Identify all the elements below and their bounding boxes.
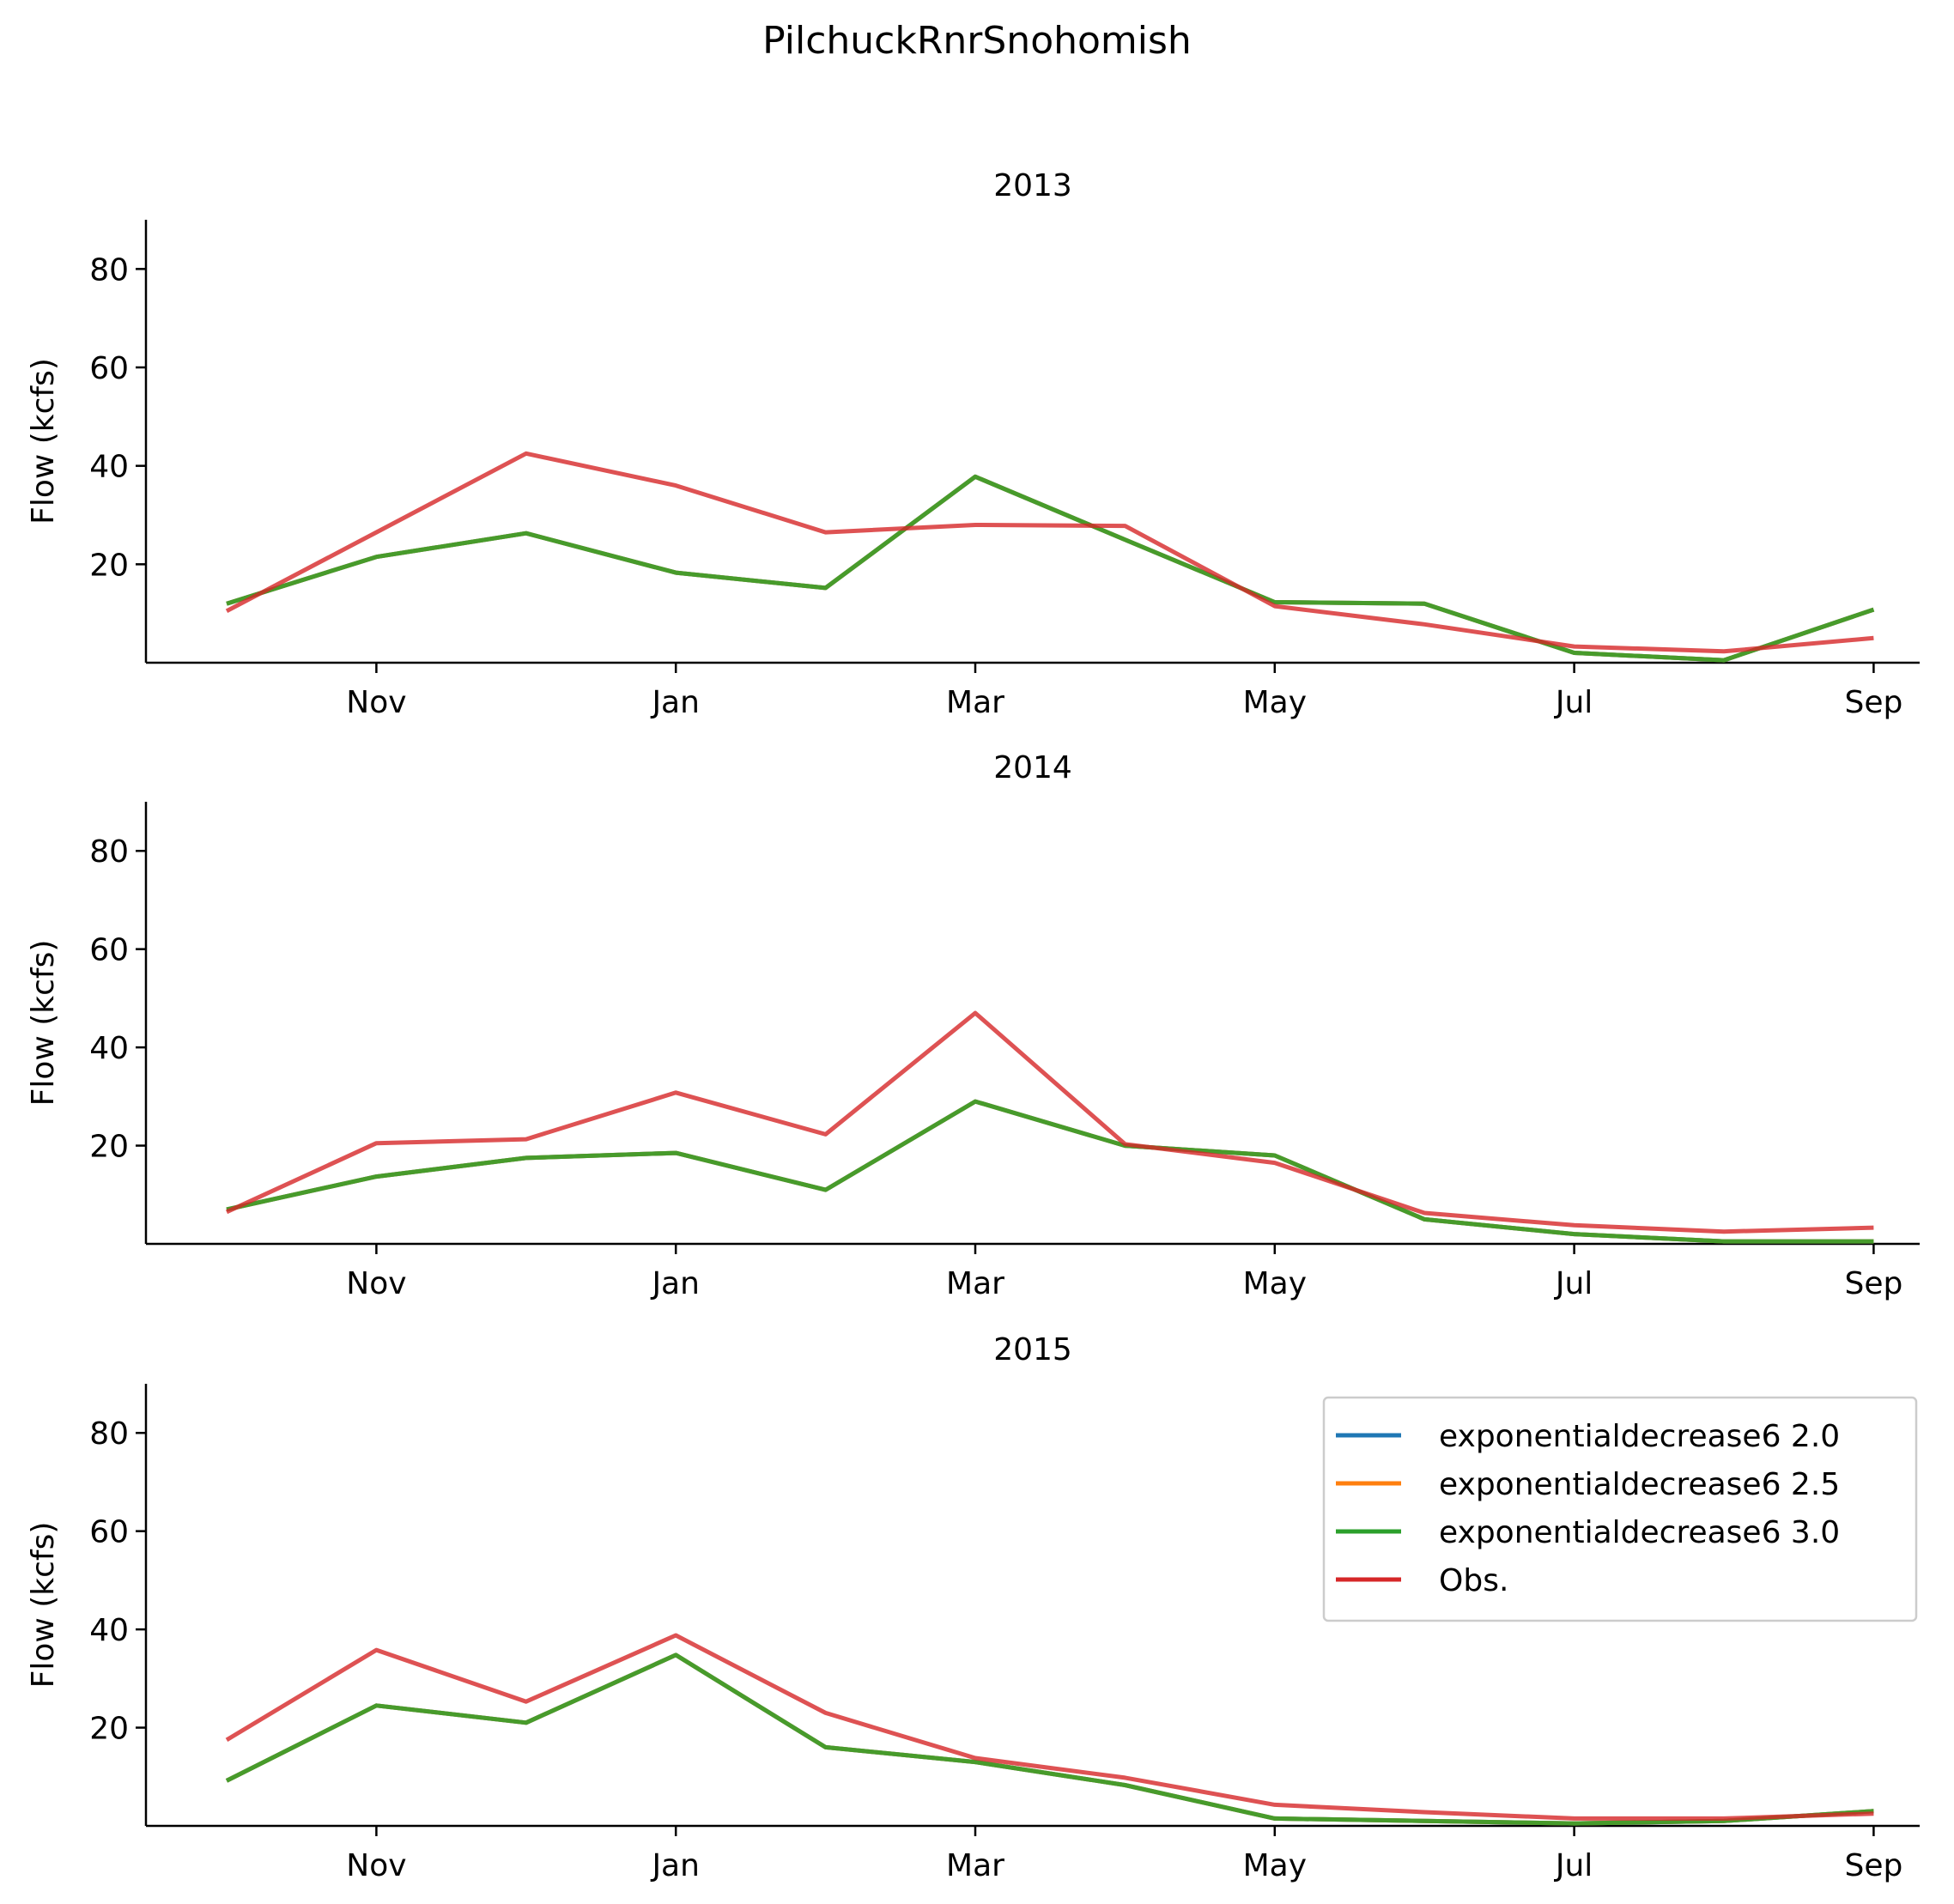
x-tick-label: Sep [1844, 1266, 1902, 1301]
series-line-2 [226, 474, 1875, 663]
x-tick-label: Nov [346, 1848, 406, 1883]
legend-label: exponentialdecrease6 2.5 [1439, 1467, 1840, 1502]
subplot-title: 2013 [993, 168, 1072, 203]
x-tick-label: Jan [650, 685, 700, 720]
series-line-1 [225, 1652, 1874, 1826]
x-tick-label: May [1243, 1266, 1307, 1301]
series-line-1 [226, 474, 1875, 663]
x-tick-label: Jul [1554, 685, 1593, 720]
y-tick-label: 80 [89, 834, 129, 870]
series-line-4 [225, 1010, 1874, 1234]
x-tick-label: Jul [1554, 1848, 1593, 1883]
y-tick-label: 60 [89, 351, 129, 386]
y-tick-label: 60 [89, 933, 129, 968]
x-tick-label: Mar [946, 1848, 1004, 1883]
y-tick-label: 80 [89, 1416, 129, 1452]
subplot-title: 2015 [993, 1332, 1072, 1367]
series-line-4 [225, 1633, 1874, 1821]
legend-label: exponentialdecrease6 2.0 [1439, 1419, 1840, 1454]
legend-label: Obs. [1439, 1563, 1508, 1598]
y-axis-label: Flow (kcfs) [26, 358, 61, 525]
x-tick-label: Nov [346, 1266, 406, 1301]
series-line-4 [225, 451, 1874, 654]
series-line-2 [225, 1652, 1874, 1826]
x-tick-label: Mar [946, 685, 1004, 720]
x-tick-label: Jan [650, 1266, 700, 1301]
series-line-3 [226, 1099, 1874, 1244]
y-tick-label: 80 [89, 252, 129, 288]
x-tick-label: Sep [1844, 1848, 1902, 1883]
y-tick-label: 40 [89, 1613, 129, 1648]
series-line-3 [225, 1652, 1874, 1826]
figure-title: PilchuckRnrSnohomish [762, 19, 1192, 63]
y-tick-label: 20 [89, 1130, 129, 1165]
x-tick-label: Nov [346, 685, 406, 720]
legend-box [1322, 1396, 1918, 1622]
subplot-title: 2014 [993, 750, 1072, 785]
y-axis-label: Flow (kcfs) [26, 940, 61, 1107]
series-line-3 [226, 474, 1875, 663]
y-tick-label: 60 [89, 1515, 129, 1550]
y-tick-label: 40 [89, 450, 129, 485]
y-tick-label: 20 [89, 1712, 129, 1747]
x-tick-label: May [1243, 1848, 1307, 1883]
x-tick-label: Sep [1844, 685, 1902, 720]
y-axis-label: Flow (kcfs) [26, 1522, 61, 1689]
subplot-3: 2015 20 40 60 80 Nov Jan Mar May Jul Sep Flow (kcfs… [26, 1332, 1920, 1883]
x-tick-label: May [1243, 685, 1307, 720]
y-tick-label: 40 [89, 1031, 129, 1066]
x-tick-label: Jul [1554, 1266, 1593, 1301]
legend-label: exponentialdecrease6 3.0 [1439, 1515, 1840, 1550]
x-tick-label: Mar [946, 1266, 1004, 1301]
legend: exponentialdecrease6 2.0 exponentialdecre… [1322, 1396, 1918, 1622]
subplot-1: 2013 20 40 60 80 Nov Jan Mar May Jul Sep Flow (kcfs… [26, 168, 1920, 720]
subplot-2: 2014 20 40 60 80 Nov Jan Mar May Jul Sep Flow (kcfs… [26, 750, 1920, 1301]
y-tick-label: 20 [89, 548, 129, 583]
x-tick-label: Jan [650, 1848, 700, 1883]
